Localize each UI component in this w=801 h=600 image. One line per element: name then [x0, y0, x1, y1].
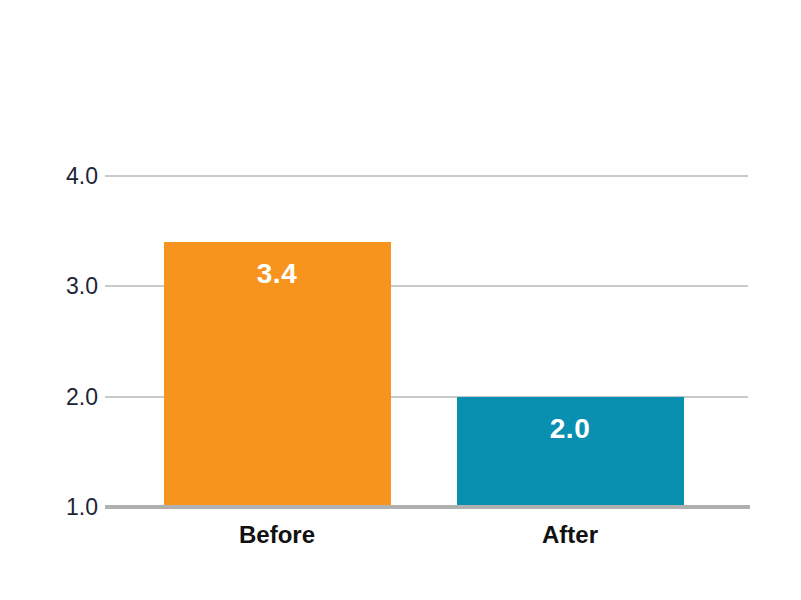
bar-value-label-before: 3.4: [164, 242, 391, 290]
bar-chart: 1.0 2.0 3.0 4.0 3.4 Before 2.0 After: [0, 0, 801, 600]
y-tick-label-4.0: 4.0: [40, 163, 98, 189]
x-category-label-after: After: [480, 521, 660, 549]
bar-before: 3.4: [164, 242, 391, 505]
y-tick-label-1.0: 1.0: [40, 494, 98, 520]
y-tick-label-2.0: 2.0: [40, 384, 98, 410]
x-axis-baseline: [105, 505, 750, 509]
x-category-label-before: Before: [187, 521, 367, 549]
y-tick-label-3.0: 3.0: [40, 273, 98, 299]
bar-after: 2.0: [457, 397, 684, 505]
bar-value-label-after: 2.0: [457, 397, 684, 445]
gridline-y4.0: [105, 175, 748, 177]
